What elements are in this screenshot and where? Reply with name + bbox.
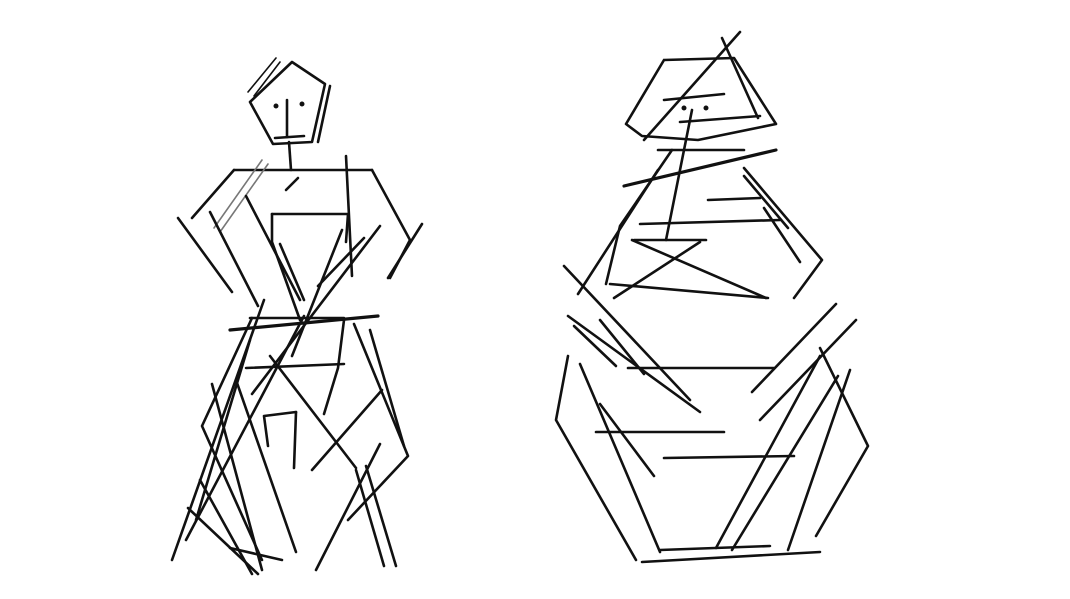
left-figure-head <box>247 57 332 146</box>
left-figure-neck <box>284 140 300 192</box>
right-figure-head <box>624 30 778 142</box>
left-figure-skirt <box>170 298 410 576</box>
right-figure-body <box>554 264 870 564</box>
left-figure-waist <box>228 314 380 370</box>
left-figure-arms <box>176 154 424 308</box>
right-figure <box>554 30 870 564</box>
right-figure-torso <box>576 148 824 300</box>
left-figure <box>170 57 424 576</box>
